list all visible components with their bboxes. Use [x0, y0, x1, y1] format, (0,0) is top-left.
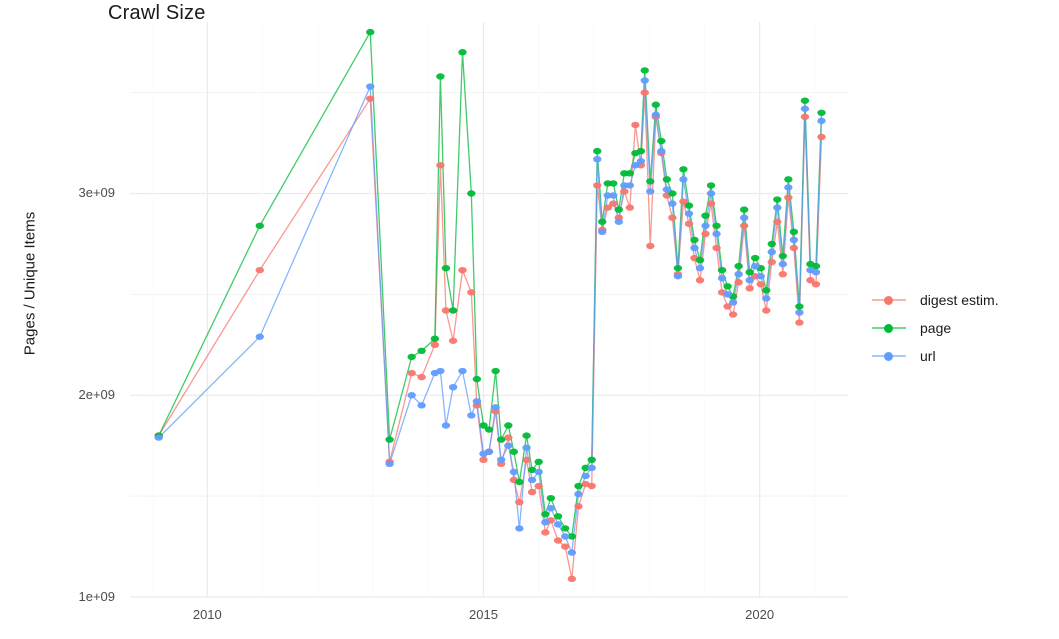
legend-key-icon	[872, 346, 906, 366]
legend-item[interactable]: digest estim.	[872, 290, 1052, 310]
y-axis-tick-label: 2e+09	[78, 387, 115, 403]
legend-key-icon	[872, 290, 906, 310]
x-axis-tick-label: 2010	[192, 607, 222, 622]
legend-item-label: page	[920, 320, 952, 336]
legend-key-icon	[872, 318, 906, 338]
x-axis-tick-label: 2015	[469, 607, 498, 622]
legend: digest estim. page url	[872, 290, 1052, 374]
y-axis-tick-label: 3e+09	[78, 185, 115, 201]
x-axis-tick-label: 2020	[745, 607, 775, 622]
page-title: Crawl Size	[108, 2, 206, 24]
legend-item[interactable]: url	[872, 346, 1052, 366]
y-axis-tick-label: 1e+09	[78, 589, 115, 604]
legend-item-label: url	[920, 348, 936, 364]
legend-item[interactable]: page	[872, 318, 1052, 338]
legend-item-label: digest estim.	[920, 292, 999, 308]
